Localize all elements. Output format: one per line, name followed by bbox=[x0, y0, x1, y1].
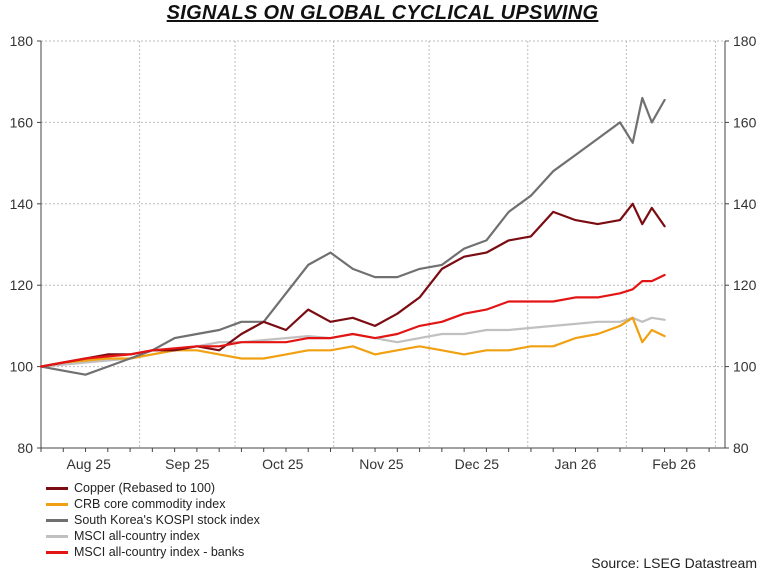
legend-swatch-msci-banks bbox=[46, 550, 68, 554]
x-tick-label-4: Dec 25 bbox=[455, 456, 500, 472]
y-tick-left-160: 160 bbox=[10, 114, 34, 130]
legend: Copper (Rebased to 100) CRB core commodi… bbox=[46, 480, 260, 560]
legend-item-msci-banks: MSCI all-country index - banks bbox=[46, 544, 260, 560]
series-line-3 bbox=[39, 316, 666, 368]
chart-title: SIGNALS ON GLOBAL CYCLICAL UPSWING bbox=[166, 2, 599, 24]
legend-label-kospi: South Korea's KOSPI stock index bbox=[74, 512, 260, 527]
y-tick-left-140: 140 bbox=[10, 196, 34, 212]
legend-item-kospi: South Korea's KOSPI stock index bbox=[46, 512, 260, 528]
legend-item-copper: Copper (Rebased to 100) bbox=[46, 480, 260, 496]
y-tick-right-180: 180 bbox=[733, 33, 757, 49]
legend-swatch-crb bbox=[46, 502, 68, 506]
x-tick-label-1: Sep 25 bbox=[165, 456, 210, 472]
legend-swatch-msci bbox=[46, 534, 68, 538]
x-tick-label-5: Jan 26 bbox=[554, 456, 596, 472]
source-note: Source: LSEG Datastream bbox=[591, 555, 757, 571]
legend-label-msci-banks: MSCI all-country index - banks bbox=[74, 544, 245, 559]
y-tick-left-100: 100 bbox=[10, 359, 34, 375]
legend-item-crb: CRB core commodity index bbox=[46, 496, 260, 512]
y-tick-left-180: 180 bbox=[10, 33, 34, 49]
legend-label-crb: CRB core commodity index bbox=[74, 496, 226, 511]
series-line-4 bbox=[39, 273, 666, 368]
x-tick-label-6: Feb 26 bbox=[652, 456, 696, 472]
x-tick-label-2: Oct 25 bbox=[262, 456, 303, 472]
series-line-1 bbox=[39, 316, 666, 368]
legend-label-msci: MSCI all-country index bbox=[74, 528, 200, 543]
legend-swatch-copper bbox=[46, 486, 68, 490]
y-tick-right-100: 100 bbox=[733, 359, 757, 375]
legend-swatch-kospi bbox=[46, 518, 68, 522]
legend-item-msci: MSCI all-country index bbox=[46, 528, 260, 544]
y-tick-right-160: 160 bbox=[733, 114, 757, 130]
x-tick-label-3: Nov 25 bbox=[359, 456, 404, 472]
y-tick-right-80: 80 bbox=[733, 440, 749, 456]
y-tick-right-120: 120 bbox=[733, 277, 757, 293]
x-tick-label-0: Aug 25 bbox=[67, 456, 112, 472]
y-tick-left-80: 80 bbox=[17, 440, 33, 456]
y-tick-right-140: 140 bbox=[733, 196, 757, 212]
legend-label-copper: Copper (Rebased to 100) bbox=[74, 480, 216, 495]
y-tick-left-120: 120 bbox=[10, 277, 34, 293]
